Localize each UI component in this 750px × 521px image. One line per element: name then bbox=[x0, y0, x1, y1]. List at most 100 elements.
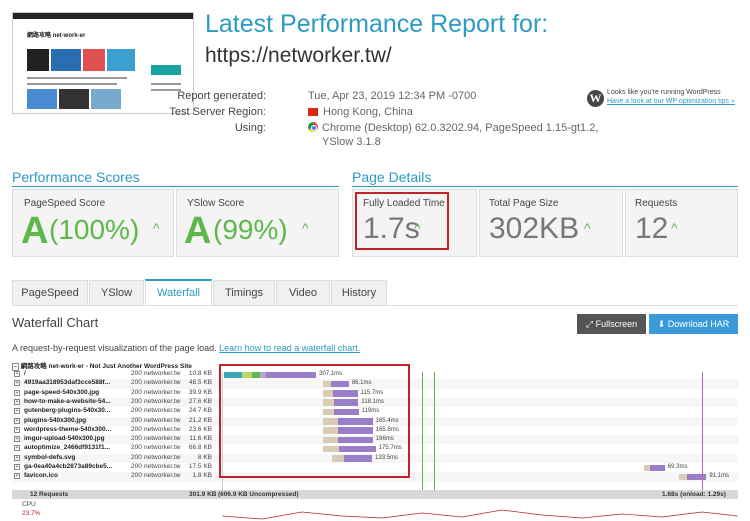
yslow-score-label: YSlow Score bbox=[187, 198, 245, 209]
page-screenshot-thumbnail: 網路攻略 net-work-er bbox=[12, 12, 194, 114]
waterfall-bar bbox=[333, 390, 358, 397]
waterfall-bar bbox=[252, 371, 260, 378]
waterfall-help-link[interactable]: Learn how to read a waterfall chart. bbox=[219, 343, 361, 353]
tab-waterfall[interactable]: Waterfall bbox=[145, 279, 212, 305]
waterfall-bar-wait bbox=[323, 380, 331, 388]
tab-history[interactable]: History bbox=[331, 280, 387, 305]
waterfall-bar-wait bbox=[644, 464, 651, 471]
requests-card: Requests 12 ^ bbox=[625, 189, 738, 257]
table-row[interactable]: + gutenberg-plugins-540x30... 200 networker… bbox=[12, 407, 738, 416]
table-row[interactable]: + imgur-upload-540x300.jpg 200 networker.tw… bbox=[12, 435, 738, 445]
tab-timings[interactable]: Timings bbox=[213, 280, 275, 305]
expand-icon[interactable]: + bbox=[14, 426, 20, 433]
table-row[interactable]: + ga-0ea40a4cb2873a89cbe5... 200 networker.… bbox=[12, 463, 738, 472]
request-time: 118.1ms bbox=[361, 398, 384, 405]
request-time: 165.8ms bbox=[375, 426, 399, 433]
request-status: 200 bbox=[131, 397, 142, 405]
request-time: 86.1ms bbox=[351, 380, 372, 387]
requests-label: Requests bbox=[635, 198, 678, 209]
fully-loaded-time-card: Fully Loaded Time 1.7s ^ bbox=[352, 189, 477, 257]
yslow-percent: (99%) bbox=[213, 214, 288, 245]
table-row[interactable]: + how-to-make-a-website-54... 200 networker… bbox=[12, 397, 738, 408]
waterfall-bar-wait bbox=[323, 436, 338, 444]
waterfall-chart-heading: Waterfall Chart bbox=[12, 315, 99, 330]
download-har-button[interactable]: ⬇ Download HAR bbox=[649, 314, 738, 334]
table-row[interactable]: + wordpress-theme-540x300... 200 networker.… bbox=[12, 426, 738, 435]
request-time: 166ms bbox=[375, 436, 394, 443]
request-time: 307.1ms bbox=[319, 371, 343, 377]
expand-icon[interactable]: + bbox=[14, 408, 20, 415]
request-size: 21.2 KB bbox=[188, 416, 212, 424]
arrow-up-icon: ^ bbox=[302, 220, 309, 236]
performance-scores-heading: Performance Scores bbox=[12, 169, 140, 185]
waterfall-bar bbox=[260, 371, 266, 378]
pagespeed-score-card: PageSpeed Score A (100%) ^ bbox=[12, 189, 174, 257]
waterfall-bar bbox=[242, 371, 252, 378]
report-url: https://networker.tw/ bbox=[205, 44, 392, 67]
chrome-icon bbox=[308, 122, 318, 132]
request-status: 200 bbox=[131, 370, 142, 377]
waterfall-bar bbox=[333, 408, 359, 416]
table-row[interactable]: + plugins-540x300.jpg 200 networker.tw 21.2 … bbox=[12, 416, 738, 426]
wp-optimization-tips-link[interactable]: Have a look at our WP optimization tips … bbox=[607, 98, 735, 105]
summary-size: 301.9 KB bbox=[189, 491, 217, 498]
request-time: 91.1ms bbox=[709, 473, 730, 480]
region-value: Hong Kong, China bbox=[323, 106, 413, 118]
request-domain: networker.tw bbox=[144, 453, 181, 461]
request-status: 200 bbox=[131, 453, 142, 461]
pagespeed-percent: (100%) bbox=[49, 214, 140, 245]
table-row[interactable]: + autoptimize_2466df9131f1... 200 networker… bbox=[12, 444, 738, 453]
request-domain: networker.tw bbox=[144, 397, 181, 405]
waterfall-bar bbox=[330, 380, 349, 388]
request-name: ga-0ea40a4cb2873a89cbe5... bbox=[24, 463, 113, 470]
tab-video[interactable]: Video bbox=[276, 280, 330, 305]
waterfall-site-row: 網路攻略 net-work-er - Not Just Another Word… bbox=[20, 363, 192, 370]
expand-icon[interactable]: + bbox=[14, 445, 20, 452]
arrow-up-icon: ^ bbox=[584, 220, 591, 236]
report-title: Latest Performance Report for: bbox=[205, 10, 549, 38]
request-domain: networker.tw bbox=[144, 444, 181, 452]
request-name: how-to-make-a-website-54... bbox=[24, 397, 111, 405]
expand-icon[interactable]: + bbox=[14, 436, 20, 443]
tab-pagespeed[interactable]: PageSpeed bbox=[12, 280, 88, 305]
request-name: imgur-upload-540x300.jpg bbox=[24, 435, 105, 443]
table-row[interactable]: + page-speed-540x300.jpg 200 networker.tw 39… bbox=[12, 389, 738, 398]
yslow-grade: A bbox=[184, 210, 212, 252]
expand-icon[interactable]: + bbox=[14, 380, 20, 387]
request-domain: networker.tw bbox=[144, 407, 181, 415]
table-row[interactable]: + symbol-defs.svg 200 networker.tw 8 KB 133.5… bbox=[12, 453, 738, 463]
request-domain: networker.tw bbox=[144, 435, 181, 443]
summary-requests: 12 Requests bbox=[30, 491, 69, 498]
table-row[interactable]: +4919aa318953daf3cce588f... 200 networker.… bbox=[12, 379, 738, 389]
waterfall-bar bbox=[687, 473, 707, 481]
request-status: 200 bbox=[131, 416, 142, 424]
download-icon: ⬇ bbox=[657, 319, 668, 329]
expand-icon[interactable]: + bbox=[14, 371, 20, 377]
waterfall-bar-wait bbox=[323, 427, 338, 434]
tab-yslow[interactable]: YSlow bbox=[89, 280, 144, 305]
fullscreen-button[interactable]: ⤢ Fullscreen bbox=[577, 314, 646, 334]
request-status: 200 bbox=[131, 407, 142, 415]
expand-icon[interactable]: + bbox=[14, 398, 20, 405]
request-size: 11.6 KB bbox=[189, 435, 212, 443]
request-name: autoptimize_2466df9131f1... bbox=[24, 444, 110, 452]
request-time: 69.3ms bbox=[667, 464, 688, 470]
arrow-up-icon: ^ bbox=[414, 220, 421, 236]
waterfall-bar bbox=[266, 371, 317, 378]
request-status: 200 bbox=[131, 379, 142, 387]
fully-loaded-time-value: 1.7s bbox=[363, 212, 420, 245]
request-status: 200 bbox=[131, 463, 142, 470]
expand-icon[interactable]: + bbox=[14, 454, 20, 461]
expand-icon[interactable]: + bbox=[14, 473, 20, 480]
expand-icon[interactable]: + bbox=[14, 417, 20, 424]
request-name: gutenberg-plugins-540x30... bbox=[24, 407, 111, 415]
request-status: 200 bbox=[131, 444, 142, 452]
waterfall-bar-wait bbox=[332, 455, 344, 462]
expand-icon[interactable]: + bbox=[14, 389, 20, 396]
waterfall-bar bbox=[333, 399, 359, 406]
expand-icon[interactable]: + bbox=[14, 464, 20, 470]
request-size: 48.5 KB bbox=[188, 379, 212, 387]
arrow-up-icon: ^ bbox=[153, 220, 160, 236]
table-row[interactable]: + / 200 networker.tw 10.8 KB 307.1ms bbox=[12, 370, 738, 379]
request-time: 115.7ms bbox=[360, 389, 384, 396]
